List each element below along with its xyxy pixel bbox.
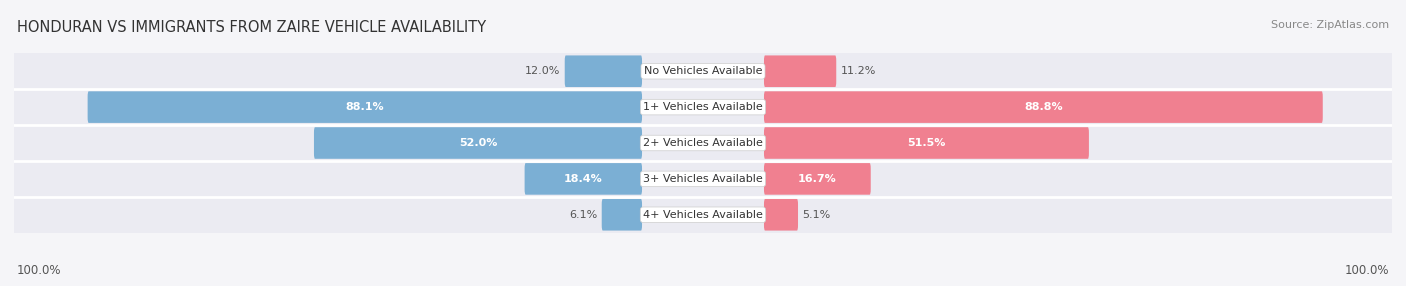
Bar [14,53,1392,89]
Text: 12.0%: 12.0% [524,66,560,76]
Text: 18.4%: 18.4% [564,174,603,184]
Text: No Vehicles Available: No Vehicles Available [644,66,762,76]
FancyBboxPatch shape [87,91,643,123]
Bar [14,161,1392,197]
Text: 88.8%: 88.8% [1024,102,1063,112]
Text: 51.5%: 51.5% [907,138,946,148]
FancyBboxPatch shape [565,55,643,87]
Text: 3+ Vehicles Available: 3+ Vehicles Available [643,174,763,184]
Text: 16.7%: 16.7% [799,174,837,184]
Text: HONDURAN VS IMMIGRANTS FROM ZAIRE VEHICLE AVAILABILITY: HONDURAN VS IMMIGRANTS FROM ZAIRE VEHICL… [17,20,486,35]
Text: Source: ZipAtlas.com: Source: ZipAtlas.com [1271,20,1389,30]
FancyBboxPatch shape [763,91,1323,123]
FancyBboxPatch shape [524,163,643,195]
FancyBboxPatch shape [763,163,870,195]
FancyBboxPatch shape [314,127,643,159]
Text: 1+ Vehicles Available: 1+ Vehicles Available [643,102,763,112]
Bar [14,197,1392,233]
FancyBboxPatch shape [763,199,799,231]
Text: 2+ Vehicles Available: 2+ Vehicles Available [643,138,763,148]
FancyBboxPatch shape [763,55,837,87]
Text: 11.2%: 11.2% [841,66,876,76]
Text: 52.0%: 52.0% [458,138,498,148]
FancyBboxPatch shape [602,199,643,231]
Text: 100.0%: 100.0% [17,265,62,277]
Text: 88.1%: 88.1% [346,102,384,112]
Text: 100.0%: 100.0% [1344,265,1389,277]
Bar [14,125,1392,161]
Text: 4+ Vehicles Available: 4+ Vehicles Available [643,210,763,220]
Text: 5.1%: 5.1% [803,210,831,220]
FancyBboxPatch shape [763,127,1088,159]
Text: 6.1%: 6.1% [569,210,598,220]
Bar [14,89,1392,125]
